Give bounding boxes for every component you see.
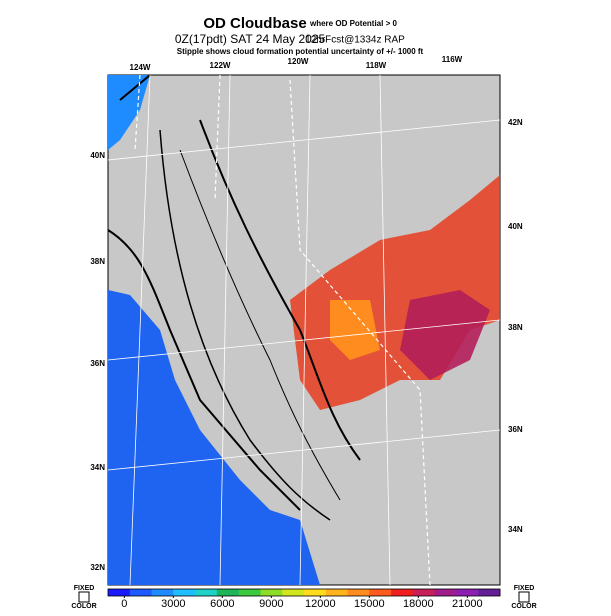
lon-label: 124W (130, 63, 151, 72)
colorbar-tick-label: 15000 (354, 598, 385, 610)
colorbar-tick-label: 0 (121, 598, 127, 610)
colorbar-tick-label: 3000 (161, 598, 185, 610)
lat-label: 38N (90, 257, 105, 266)
subtitle: Stipple shows cloud formation potential … (177, 47, 424, 56)
lat-label: 40N (90, 151, 105, 160)
color-label: COLOR (511, 603, 536, 610)
colorbar-swatch (195, 589, 218, 596)
colorbar-swatch (238, 589, 261, 596)
lat-label: 38N (508, 323, 523, 332)
colorbar-tick-label: 21000 (452, 598, 483, 610)
colorbar-swatch (369, 589, 392, 596)
time: 0Z(17pdt) SAT 24 May 2025 (175, 32, 326, 46)
title-note: where OD Potential > 0 (309, 19, 397, 28)
fixed-label: FIXED (514, 585, 535, 592)
lon-label: 118W (366, 61, 387, 70)
color-label: COLOR (71, 603, 96, 610)
colorbar-swatch (282, 589, 305, 596)
fixed-box (78, 591, 90, 603)
forecast: 12hrFcst@1334z RAP (305, 35, 405, 46)
colorbar-tick-label: 9000 (259, 598, 283, 610)
colorbar-swatch (412, 589, 436, 596)
fixed-box (518, 591, 530, 603)
lon-label: 120W (288, 57, 309, 66)
colorbar-frame (107, 588, 501, 597)
colorbar-swatch (304, 589, 327, 596)
colorbar-swatch (216, 589, 240, 596)
colorbar-tick-label: 12000 (305, 598, 336, 610)
lat-label: 32N (90, 563, 105, 572)
colorbar-swatch (129, 589, 153, 596)
colorbar-swatch (325, 589, 349, 596)
title: OD Cloudbase (203, 15, 306, 32)
colorbar-swatch (260, 589, 283, 596)
lat-label: 42N (508, 118, 523, 127)
lat-label: 36N (90, 359, 105, 368)
colorbar-swatch (391, 589, 414, 596)
lat-label: 36N (508, 425, 523, 434)
colorbar-swatch (347, 589, 370, 596)
lat-label: 34N (508, 525, 523, 534)
colorbar-swatch (108, 589, 131, 596)
colorbar-swatch (173, 589, 196, 596)
colorbar-swatch (151, 589, 174, 596)
lat-label: 34N (90, 463, 105, 472)
colorbar-swatch (478, 589, 501, 596)
fixed-label: FIXED (74, 585, 95, 592)
colorbar-swatch (456, 589, 479, 596)
lon-label: 116W (442, 55, 463, 64)
lon-label: 122W (210, 61, 231, 70)
colorbar-tick-label: 6000 (210, 598, 234, 610)
lat-label: 40N (508, 222, 523, 231)
colorbar-swatch (434, 589, 457, 596)
map (107, 74, 501, 586)
colorbar-tick-label: 18000 (403, 598, 434, 610)
